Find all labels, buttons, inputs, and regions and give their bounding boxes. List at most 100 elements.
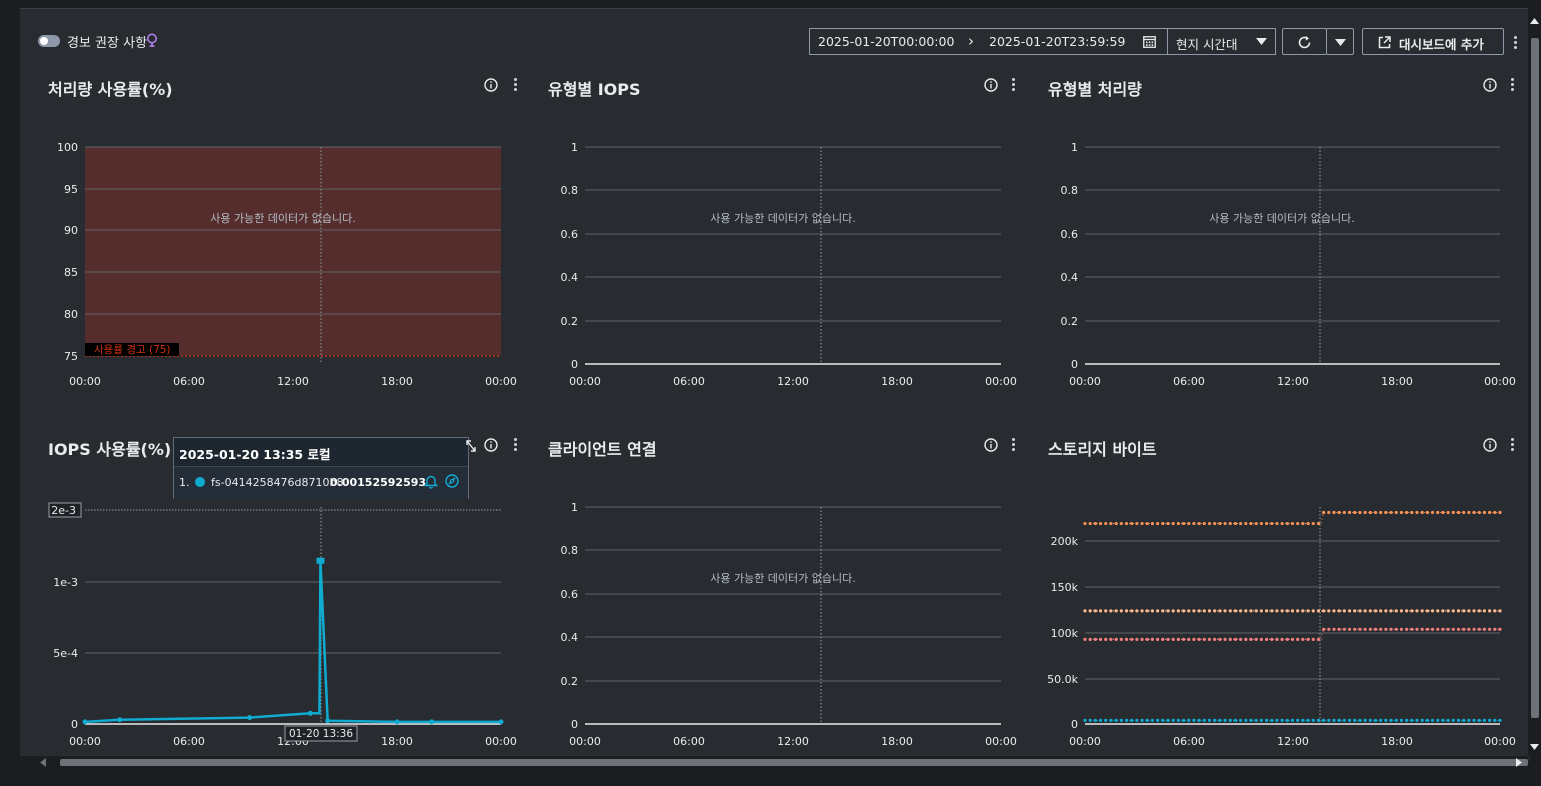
panel-menu-icon[interactable]: [1012, 438, 1016, 453]
storage-data-point: [1363, 510, 1367, 515]
storage-data-point: [1181, 718, 1186, 722]
storage-data-point: [1488, 627, 1492, 631]
threshold-label-bg: [85, 343, 179, 356]
storage-data-point: [1405, 609, 1409, 613]
timezone-select[interactable]: 현지 시간대: [1168, 28, 1276, 55]
storage-data-point: [1233, 637, 1238, 642]
storage-data-point: [1363, 718, 1367, 722]
info-icon[interactable]: [484, 438, 498, 452]
y-tick: 0: [1071, 358, 1078, 371]
info-icon[interactable]: [984, 78, 998, 92]
iops-data-point: [498, 719, 504, 725]
storage-data-point: [1176, 718, 1180, 722]
no-data-message: 사용 가능한 데이터가 없습니다.: [1209, 212, 1355, 225]
panel-menu-icon[interactable]: [514, 438, 518, 453]
throughput-utilization-chart: 사용률 경고 (75) 100 95 90 85 80 75 사용 가능한 데이…: [57, 141, 517, 388]
storage-data-point: [1285, 609, 1289, 613]
y-tick: 100: [57, 141, 78, 154]
storage-data-point: [1389, 627, 1393, 631]
info-icon[interactable]: [1483, 78, 1497, 92]
storage-data-point: [1399, 627, 1404, 631]
scroll-up-icon[interactable]: [1530, 18, 1539, 25]
storage-data-point: [1316, 609, 1321, 613]
panel-menu-icon[interactable]: [1511, 438, 1515, 453]
storage-data-point: [1290, 609, 1295, 613]
scroll-right-icon[interactable]: [1516, 758, 1523, 767]
storage-series-line: [1085, 512, 1500, 525]
storage-data-point: [1197, 637, 1201, 642]
storage-data-point: [1280, 637, 1284, 642]
storage-data-point: [1140, 637, 1144, 642]
scroll-down-icon[interactable]: [1530, 744, 1539, 751]
storage-data-point: [1430, 510, 1435, 515]
storage-data-point: [1446, 718, 1450, 722]
storage-data-point: [1233, 521, 1238, 526]
panel-menu-icon[interactable]: [1012, 78, 1016, 93]
panel-menu-icon[interactable]: [514, 78, 518, 93]
x-tick: 00:00: [1484, 375, 1516, 388]
storage-data-point: [1197, 718, 1201, 722]
storage-data-point: [1456, 510, 1461, 515]
compass-icon[interactable]: [445, 474, 459, 488]
storage-data-point: [1145, 637, 1149, 642]
refresh-button[interactable]: [1282, 28, 1327, 55]
storage-data-point: [1425, 609, 1429, 613]
storage-data-point: [1337, 609, 1341, 613]
date-range-picker[interactable]: 2025-01-20T00:00:00 › 2025-01-20T23:59:5…: [809, 28, 1168, 55]
storage-data-point: [1430, 609, 1435, 613]
timezone-value: 현지 시간대: [1176, 37, 1238, 52]
storage-data-point: [1332, 609, 1336, 613]
storage-data-point: [1327, 718, 1331, 722]
storage-data-point: [1161, 637, 1165, 642]
calendar-icon[interactable]: [1143, 35, 1156, 48]
storage-data-point: [1456, 627, 1461, 631]
vertical-scrollbar[interactable]: [1528, 8, 1541, 756]
caret-down-icon: [1256, 38, 1267, 45]
storage-data-point: [1275, 718, 1279, 722]
more-actions-icon[interactable]: [1514, 36, 1518, 51]
storage-data-point: [1446, 627, 1450, 631]
storage-data-point: [1477, 510, 1481, 515]
vertical-scroll-thumb[interactable]: [1531, 38, 1539, 718]
storage-data-point: [1109, 637, 1113, 642]
storage-data-point: [1389, 609, 1393, 613]
storage-data-point: [1187, 521, 1191, 526]
storage-data-point: [1399, 609, 1404, 613]
storage-data-point: [1405, 718, 1409, 722]
storage-data-point: [1171, 637, 1175, 642]
refresh-icon: [1298, 36, 1311, 49]
horizontal-scroll-thumb[interactable]: [60, 759, 1528, 766]
panel-menu-icon[interactable]: [1511, 78, 1515, 93]
storage-data-point: [1207, 521, 1212, 526]
refresh-options-button[interactable]: [1326, 28, 1354, 55]
storage-data-point: [1368, 510, 1372, 515]
horizontal-scrollbar[interactable]: [20, 756, 1528, 768]
info-icon[interactable]: [1483, 438, 1497, 452]
storage-data-point: [1285, 718, 1289, 722]
info-icon[interactable]: [484, 78, 498, 92]
storage-data-point: [1124, 718, 1129, 722]
left-edge-strip: [0, 0, 20, 768]
panel-storage-bytes: 스토리지 바이트: [1048, 436, 1538, 786]
series-color-dot: [195, 477, 205, 487]
iops-highlight-point: [316, 557, 325, 564]
add-to-dashboard-button[interactable]: 대시보드에 추가: [1362, 28, 1504, 55]
y-tick: 0.2: [1061, 315, 1079, 328]
storage-data-point: [1353, 609, 1357, 613]
iops-data-point: [325, 718, 331, 724]
alarm-recommendations-toggle[interactable]: [38, 35, 60, 47]
bell-icon[interactable]: [424, 474, 438, 489]
storage-data-point: [1306, 609, 1310, 613]
storage-data-point: [1498, 718, 1502, 722]
x-tick: 00:00: [1069, 735, 1101, 748]
storage-data-point: [1239, 637, 1243, 642]
storage-data-point: [1187, 637, 1191, 642]
storage-data-point: [1373, 627, 1378, 631]
storage-data-point: [1384, 627, 1388, 631]
date-start: 2025-01-20T00:00:00: [818, 34, 955, 49]
storage-data-point: [1410, 627, 1414, 631]
storage-data-point: [1119, 609, 1123, 613]
scroll-left-icon[interactable]: [40, 758, 47, 767]
info-icon[interactable]: [984, 438, 998, 452]
expand-icon[interactable]: [466, 440, 476, 452]
